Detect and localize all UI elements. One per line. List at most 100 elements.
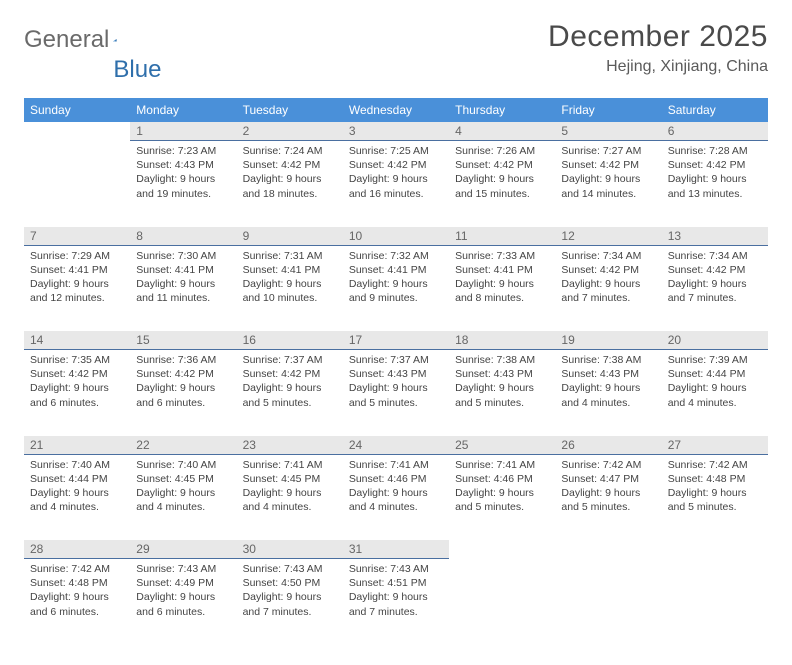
day-number-cell: 22 — [130, 436, 236, 455]
calendar-body-row: Sunrise: 7:42 AMSunset: 4:48 PM Daylight:… — [24, 559, 768, 645]
daylight-text: Daylight: 9 hours and 6 minutes. — [136, 381, 230, 409]
day-body-cell: Sunrise: 7:24 AMSunset: 4:42 PMDaylight:… — [237, 141, 343, 227]
sunset-text: Sunset: 4:42 PM — [349, 158, 443, 172]
day-number-cell: 11 — [449, 227, 555, 246]
sunset-text: Sunset: 4:46 PM — [455, 472, 549, 486]
sunrise-text: Sunrise: 7:42 AM — [30, 562, 124, 576]
sunset-text: Sunset: 4:44 PM — [30, 472, 124, 486]
daylight-text: Daylight: 9 hours and 15 minutes. — [455, 172, 549, 200]
daylight-text: Daylight: 9 hours and 6 minutes. — [30, 381, 124, 409]
sunrise-text: Sunrise: 7:32 AM — [349, 249, 443, 263]
day-number-cell: 24 — [343, 436, 449, 455]
day-body-cell: Sunrise: 7:35 AMSunset: 4:42 PMDaylight:… — [24, 350, 130, 436]
day-number-cell: 7 — [24, 227, 130, 246]
calendar-daynum-row: 28293031 — [24, 540, 768, 559]
calendar-body-row: Sunrise: 7:40 AMSunset: 4:44 PMDaylight:… — [24, 454, 768, 540]
daylight-text: Daylight: 9 hours and 5 minutes. — [561, 486, 655, 514]
daylight-text: Daylight: 9 hours and 4 minutes. — [668, 381, 762, 409]
daylight-text: Daylight: 9 hours and 7 minutes. — [349, 590, 443, 618]
daylight-text: Daylight: 9 hours and 4 minutes. — [561, 381, 655, 409]
sunrise-text: Sunrise: 7:42 AM — [561, 458, 655, 472]
day-number-cell: 3 — [343, 122, 449, 141]
day-number-cell: 31 — [343, 540, 449, 559]
day-number-cell — [24, 122, 130, 141]
sunrise-text: Sunrise: 7:41 AM — [243, 458, 337, 472]
daylight-text: Daylight: 9 hours and 4 minutes. — [349, 486, 443, 514]
sunset-text: Sunset: 4:49 PM — [136, 576, 230, 590]
day-number-cell: 4 — [449, 122, 555, 141]
day-body-cell: Sunrise: 7:43 AMSunset: 4:51 PMDaylight:… — [343, 559, 449, 645]
sunset-text: Sunset: 4:43 PM — [455, 367, 549, 381]
day-header: Monday — [130, 98, 236, 122]
daylight-text: Daylight: 9 hours and 7 minutes. — [243, 590, 337, 618]
calendar-daynum-row: 123456 — [24, 122, 768, 141]
day-body-cell: Sunrise: 7:38 AMSunset: 4:43 PMDaylight:… — [449, 350, 555, 436]
day-number-cell: 19 — [555, 331, 661, 350]
calendar-header-row: Sunday Monday Tuesday Wednesday Thursday… — [24, 98, 768, 122]
day-number-cell: 2 — [237, 122, 343, 141]
day-body-cell — [24, 141, 130, 227]
sunrise-text: Sunrise: 7:25 AM — [349, 144, 443, 158]
sunset-text: Sunset: 4:41 PM — [136, 263, 230, 277]
sunset-text: Sunset: 4:43 PM — [349, 367, 443, 381]
day-body-cell: Sunrise: 7:29 AMSunset: 4:41 PMDaylight:… — [24, 245, 130, 331]
sunset-text: Sunset: 4:42 PM — [561, 158, 655, 172]
day-body-cell: Sunrise: 7:30 AMSunset: 4:41 PMDaylight:… — [130, 245, 236, 331]
daylight-text: Daylight: 9 hours and 9 minutes. — [349, 277, 443, 305]
calendar-body-row: Sunrise: 7:35 AMSunset: 4:42 PMDaylight:… — [24, 350, 768, 436]
day-header: Thursday — [449, 98, 555, 122]
logo-text-blue: Blue — [113, 56, 161, 84]
daylight-text: Daylight: 9 hours and 16 minutes. — [349, 172, 443, 200]
day-number-cell: 1 — [130, 122, 236, 141]
sunset-text: Sunset: 4:42 PM — [668, 158, 762, 172]
sunset-text: Sunset: 4:42 PM — [561, 263, 655, 277]
sunset-text: Sunset: 4:45 PM — [136, 472, 230, 486]
sunset-text: Sunset: 4:48 PM — [30, 576, 124, 590]
sunrise-text: Sunrise: 7:27 AM — [561, 144, 655, 158]
sunset-text: Sunset: 4:47 PM — [561, 472, 655, 486]
day-body-cell: Sunrise: 7:23 AMSunset: 4:43 PMDaylight:… — [130, 141, 236, 227]
sunset-text: Sunset: 4:42 PM — [455, 158, 549, 172]
calendar-body-row: Sunrise: 7:29 AMSunset: 4:41 PMDaylight:… — [24, 245, 768, 331]
sunset-text: Sunset: 4:42 PM — [668, 263, 762, 277]
sunset-text: Sunset: 4:46 PM — [349, 472, 443, 486]
day-number-cell: 21 — [24, 436, 130, 455]
day-number-cell: 26 — [555, 436, 661, 455]
day-number-cell: 15 — [130, 331, 236, 350]
daylight-text: Daylight: 9 hours and 8 minutes. — [455, 277, 549, 305]
daylight-text: Daylight: 9 hours and 12 minutes. — [30, 277, 124, 305]
day-header: Sunday — [24, 98, 130, 122]
sunrise-text: Sunrise: 7:38 AM — [455, 353, 549, 367]
day-body-cell: Sunrise: 7:42 AMSunset: 4:48 PMDaylight:… — [662, 454, 768, 540]
day-body-cell: Sunrise: 7:40 AMSunset: 4:45 PMDaylight:… — [130, 454, 236, 540]
day-number-cell: 28 — [24, 540, 130, 559]
sunset-text: Sunset: 4:45 PM — [243, 472, 337, 486]
day-number-cell: 10 — [343, 227, 449, 246]
daylight-text: Daylight: 9 hours and 19 minutes. — [136, 172, 230, 200]
day-body-cell: Sunrise: 7:28 AMSunset: 4:42 PMDaylight:… — [662, 141, 768, 227]
day-body-cell: Sunrise: 7:37 AMSunset: 4:42 PMDaylight:… — [237, 350, 343, 436]
sunrise-text: Sunrise: 7:30 AM — [136, 249, 230, 263]
daylight-text: Daylight: 9 hours and 10 minutes. — [243, 277, 337, 305]
sunrise-text: Sunrise: 7:43 AM — [136, 562, 230, 576]
sunrise-text: Sunrise: 7:38 AM — [561, 353, 655, 367]
calendar-daynum-row: 14151617181920 — [24, 331, 768, 350]
sunset-text: Sunset: 4:51 PM — [349, 576, 443, 590]
day-body-cell: Sunrise: 7:41 AMSunset: 4:46 PMDaylight:… — [343, 454, 449, 540]
day-body-cell: Sunrise: 7:31 AMSunset: 4:41 PMDaylight:… — [237, 245, 343, 331]
day-body-cell: Sunrise: 7:41 AMSunset: 4:46 PMDaylight:… — [449, 454, 555, 540]
day-header: Saturday — [662, 98, 768, 122]
sunrise-text: Sunrise: 7:41 AM — [455, 458, 549, 472]
sunrise-text: Sunrise: 7:26 AM — [455, 144, 549, 158]
sunset-text: Sunset: 4:41 PM — [30, 263, 124, 277]
daylight-text: Daylight: 9 hours and 5 minutes. — [668, 486, 762, 514]
daylight-text: Daylight: 9 hours and 5 minutes. — [455, 381, 549, 409]
day-body-cell: Sunrise: 7:37 AMSunset: 4:43 PMDaylight:… — [343, 350, 449, 436]
day-body-cell — [449, 559, 555, 645]
daylight-text: Daylight: 9 hours and 4 minutes. — [136, 486, 230, 514]
sunrise-text: Sunrise: 7:36 AM — [136, 353, 230, 367]
sunrise-text: Sunrise: 7:23 AM — [136, 144, 230, 158]
sunrise-text: Sunrise: 7:24 AM — [243, 144, 337, 158]
day-body-cell: Sunrise: 7:36 AMSunset: 4:42 PMDaylight:… — [130, 350, 236, 436]
day-body-cell: Sunrise: 7:42 AMSunset: 4:47 PMDaylight:… — [555, 454, 661, 540]
